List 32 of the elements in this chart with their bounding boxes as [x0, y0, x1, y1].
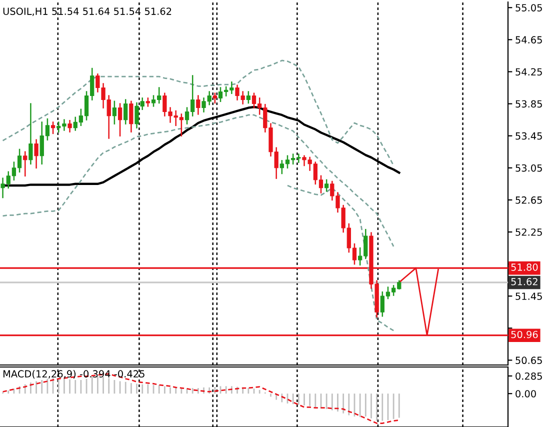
y-tick-label: 53.05: [516, 164, 542, 172]
candlestick: [129, 100, 134, 132]
candlestick: [118, 103, 122, 136]
y-tick-label: 55.05: [516, 4, 542, 12]
candlestick: [34, 139, 38, 168]
y-tick-label: 0.00: [516, 390, 536, 398]
candlestick: [196, 95, 200, 115]
y-tick-label: 52.25: [516, 228, 542, 236]
candlestick: [324, 179, 329, 192]
candlestick: [50, 122, 56, 134]
candlestick: [212, 92, 217, 104]
ref-line-label: 50.96: [511, 330, 538, 338]
chart-title: MACD(12,26,9) -0.394 -0.425: [3, 370, 144, 379]
ref-line-label: 51.80: [511, 264, 538, 271]
y-tick-label: 54.25: [516, 68, 542, 76]
y-tick-label: 51.45: [516, 292, 542, 300]
ref-line-label: 51.62: [511, 278, 538, 286]
y-tick-label: 53.45: [516, 132, 542, 140]
y-tick-label: 53.85: [516, 100, 542, 108]
candlestick: [68, 120, 72, 132]
y-tick-label: 52.65: [516, 196, 542, 204]
line-series: [2, 60, 394, 166]
y-tick-label: 50.65: [516, 356, 542, 364]
line-series: [286, 184, 394, 332]
candlestick: [124, 99, 128, 124]
y-tick-label: 54.65: [516, 36, 542, 44]
y-tick-label: 0.285: [516, 372, 542, 380]
text: USOIL,H1 51.54 51.64 51.54 51.62: [3, 8, 172, 16]
candlestick: [112, 100, 117, 124]
candlestick: [28, 103, 33, 164]
candlestick: [23, 151, 28, 177]
candlestick: [246, 91, 250, 104]
